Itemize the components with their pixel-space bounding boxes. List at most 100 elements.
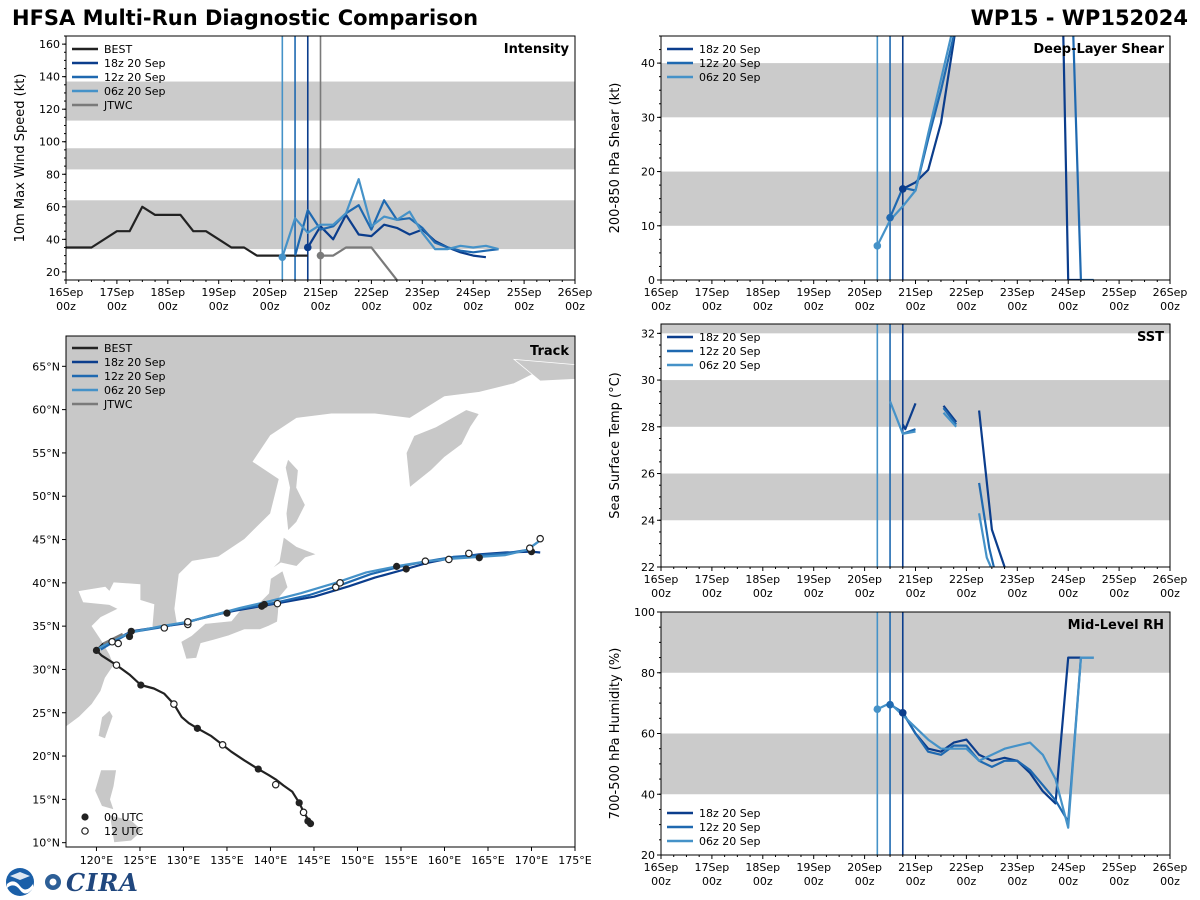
x-tick-sublabel: 00z	[260, 300, 280, 313]
x-tick-sublabel: 00z	[753, 300, 773, 313]
x-tick-label: 16Sep	[644, 861, 679, 874]
y-tick-label: 100	[634, 606, 655, 619]
legend-label: 06z 20 Sep	[104, 85, 166, 98]
series-line-r12-0	[888, 36, 1094, 280]
legend-label: JTWC	[103, 99, 133, 112]
x-tick-sublabel: 00z	[855, 875, 875, 888]
lon-tick-label: 140°E	[254, 854, 287, 867]
lon-tick-label: 175°E	[558, 854, 591, 867]
series-line-r06-2	[978, 513, 993, 567]
land-mass-5	[97, 709, 114, 740]
y-axis-label: 200-850 hPa Shear (kt)	[608, 83, 623, 234]
track-point-12utc	[299, 808, 308, 817]
x-tick-label: 21Sep	[898, 861, 933, 874]
noaa-logo-icon	[6, 868, 34, 896]
x-tick-sublabel: 00z	[957, 875, 977, 888]
series-line-r18-0	[901, 656, 1081, 805]
x-tick-sublabel: 00z	[651, 875, 671, 888]
x-tick-label: 24Sep	[456, 286, 491, 299]
y-tick-label: 10	[641, 220, 655, 233]
legend-marker-open	[81, 827, 89, 835]
lat-tick-label: 10°N	[32, 837, 60, 850]
track-point-00utc	[475, 554, 483, 562]
series-marker-r12	[886, 700, 894, 709]
legend-label: 06z 20 Sep	[699, 835, 761, 848]
lat-tick-label: 60°N	[32, 404, 60, 417]
lon-tick-label: 155°E	[384, 854, 417, 867]
y-tick-label: 160	[39, 38, 60, 51]
y-tick-label: 30	[641, 111, 655, 124]
rh-plot-area	[661, 612, 1170, 855]
x-tick-label: 21Sep	[303, 286, 338, 299]
track-point-12utc	[421, 557, 430, 565]
panel-title: SST	[1137, 330, 1164, 345]
x-tick-label: 20Sep	[847, 286, 882, 299]
x-tick-sublabel: 00z	[1007, 300, 1027, 313]
y-tick-label: 40	[46, 233, 60, 246]
x-tick-label: 26Sep	[1153, 573, 1188, 586]
x-tick-label: 19Sep	[201, 286, 236, 299]
track-point-12utc	[273, 599, 282, 608]
series-marker-r06	[873, 242, 882, 250]
x-tick-sublabel: 00z	[311, 300, 331, 313]
lon-tick-label: 160°E	[428, 854, 461, 867]
lat-tick-label: 30°N	[32, 663, 60, 676]
track-point-12utc	[525, 544, 534, 552]
series-marker-r18	[898, 185, 907, 193]
panel-title: Mid-Level RH	[1068, 618, 1164, 633]
series-line-r12-0	[889, 656, 1094, 823]
track-panel: 120°E 125°E 130°E 135°E 140°E 145°E 150°E 155°E…	[32, 335, 592, 867]
x-tick-label: 24Sep	[1051, 573, 1086, 586]
x-tick-label: 25Sep	[507, 286, 542, 299]
track-point-00utc	[402, 565, 410, 573]
y-tick-label: 20	[641, 849, 655, 862]
series-line-r12-2	[978, 482, 995, 567]
y-tick-label: 24	[641, 514, 655, 527]
track-point-00utc	[254, 765, 262, 773]
track-point-12utc	[112, 661, 121, 669]
track-point-12utc	[170, 700, 178, 708]
x-tick-sublabel: 00z	[1109, 587, 1129, 600]
track-point-12utc	[114, 639, 123, 648]
shaded-band-0	[661, 171, 1170, 226]
x-tick-sublabel: 00z	[855, 300, 875, 313]
series-line-jtwc-0	[320, 246, 398, 280]
lat-tick-label: 40°N	[32, 577, 60, 590]
lon-tick-label: 145°E	[297, 854, 330, 867]
y-tick-label: 32	[641, 327, 655, 340]
x-tick-label: 19Sep	[796, 861, 831, 874]
lon-tick-label: 120°E	[80, 854, 113, 867]
cira-eye-icon	[45, 874, 61, 890]
series-line-r18-0	[902, 36, 1081, 280]
track-point-12utc	[465, 549, 473, 558]
series-line-r06-0	[888, 400, 916, 435]
track-line-r06	[97, 539, 541, 650]
x-tick-label: 25Sep	[1102, 286, 1137, 299]
x-tick-label: 17Sep	[695, 286, 730, 299]
x-tick-sublabel: 00z	[1109, 300, 1129, 313]
x-tick-sublabel: 00z	[753, 875, 773, 888]
y-tick-label: 40	[641, 57, 655, 70]
x-tick-label: 23Sep	[1000, 861, 1035, 874]
track-point-00utc	[295, 799, 303, 807]
x-tick-label: 20Sep	[847, 861, 882, 874]
track-point-00utc	[304, 817, 312, 825]
legend-label: 12z 20 Sep	[104, 71, 166, 84]
shaded-band-0	[661, 473, 1170, 521]
x-tick-sublabel: 00z	[906, 587, 926, 600]
x-tick-sublabel: 00z	[804, 587, 824, 600]
x-tick-sublabel: 00z	[1160, 875, 1180, 888]
x-tick-label: 23Sep	[1000, 573, 1035, 586]
track-point-00utc	[125, 632, 134, 641]
x-tick-sublabel: 00z	[1058, 300, 1078, 313]
y-axis-label: 10m Max Wind Speed (kt)	[13, 74, 28, 243]
x-tick-label: 26Sep	[558, 286, 593, 299]
series-line-r06-0	[876, 656, 1094, 829]
legend-label: 18z 20 Sep	[104, 356, 166, 369]
lon-tick-label: 150°E	[341, 854, 374, 867]
x-tick-label: 26Sep	[1153, 861, 1188, 874]
lat-tick-label: 45°N	[32, 534, 60, 547]
shaded-band-0	[661, 733, 1170, 795]
y-tick-label: 60	[46, 201, 60, 214]
